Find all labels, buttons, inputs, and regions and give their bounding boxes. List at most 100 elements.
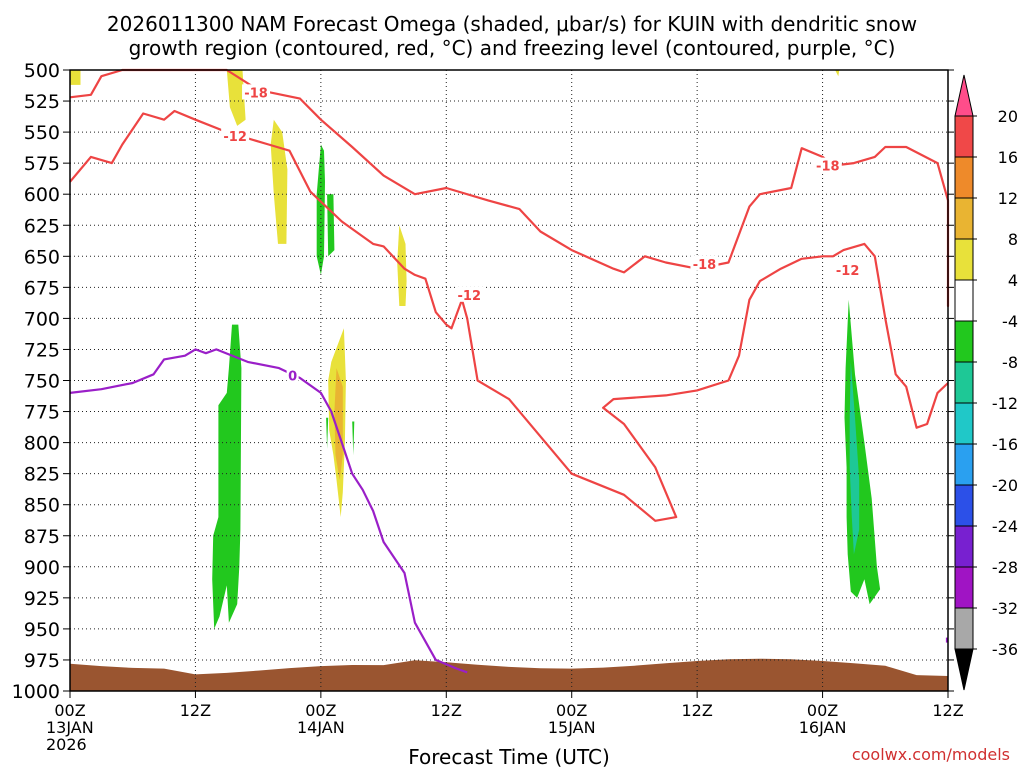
- colorbar-label: 8: [1008, 230, 1018, 249]
- contour-label: -18: [244, 86, 268, 101]
- y-axis: 500 525 550 575 600 625 650 675 700 725 750 775 800 8…: [12, 60, 954, 703]
- colorbar-label: -16: [992, 435, 1018, 454]
- contour-label: -12: [458, 289, 482, 304]
- colorbar-label: -36: [992, 640, 1018, 659]
- y-tick-label: 750: [24, 371, 60, 393]
- omega-shading: [70, 70, 948, 643]
- x-tick-label: 12Z: [180, 701, 211, 720]
- x-tick-label: 12Z: [681, 701, 712, 720]
- contours: [69, 68, 950, 674]
- colorbar-label: -28: [992, 558, 1018, 577]
- x-tick-label: 00Z: [54, 701, 85, 720]
- x-tick-label: 00Z: [305, 701, 336, 720]
- colorbar-swatch: [954, 115, 974, 158]
- contour-label: -18: [693, 258, 717, 273]
- y-tick-label: 500: [24, 60, 60, 82]
- omega-region: [70, 70, 81, 85]
- y-tick-label: 1000: [12, 681, 60, 703]
- y-tick-label: 900: [24, 557, 60, 579]
- terrain-band: [70, 658, 948, 691]
- x-axis-title: Forecast Time (UTC): [408, 745, 610, 768]
- x-tick-label: 12Z: [932, 701, 963, 720]
- colorbar-bottom-triangle: [954, 648, 974, 691]
- y-tick-label: 550: [24, 122, 60, 144]
- omega-region: [212, 324, 242, 629]
- omega-region: [226, 70, 246, 126]
- x-tick-label: 00Z: [556, 701, 587, 720]
- contour-line: [69, 109, 949, 522]
- colorbar-swatch: [954, 443, 974, 486]
- chart-title-line2: growth region (contoured, red, °C) and f…: [129, 36, 896, 60]
- contour-label: -12: [223, 130, 247, 145]
- colorbar-top-triangle: [954, 74, 974, 117]
- colorbar-swatch: [954, 525, 974, 568]
- y-tick-label: 825: [24, 464, 60, 486]
- y-tick-label: 725: [24, 339, 60, 361]
- y-tick-label: 625: [24, 215, 60, 237]
- colorbar-swatch: [954, 484, 974, 527]
- x-tick-label: 12Z: [431, 701, 462, 720]
- colorbar-swatch: [954, 566, 974, 609]
- y-tick-label: 925: [24, 588, 60, 610]
- colorbar-swatch: [954, 320, 974, 363]
- colorbar-label: -4: [1002, 312, 1018, 331]
- contour-label-bg: [690, 255, 719, 271]
- y-tick-label: 650: [24, 246, 60, 268]
- colorbar-label: -20: [992, 476, 1018, 495]
- y-tick-label: 950: [24, 619, 60, 641]
- x-tick-label: 14JAN: [297, 718, 345, 737]
- omega-region: [270, 119, 288, 244]
- contour-label-bg: [286, 367, 299, 383]
- contour-label-bg: [813, 157, 842, 173]
- x-tick-label: 15JAN: [548, 718, 596, 737]
- colorbar-label: 16: [998, 148, 1018, 167]
- omega-region: [326, 417, 329, 449]
- omega-region: [835, 70, 840, 77]
- colorbar-label: 4: [1008, 271, 1018, 290]
- y-tick-label: 975: [24, 650, 60, 672]
- contour-label-bg: [221, 127, 250, 143]
- y-tick-label: 575: [24, 153, 60, 175]
- colorbar-label: 20: [998, 107, 1018, 126]
- colorbar-label: -32: [992, 599, 1018, 618]
- contour-line: [69, 348, 468, 674]
- y-tick-label: 775: [24, 402, 60, 424]
- colorbar-swatch: [954, 607, 974, 650]
- x-tick-label: 16JAN: [799, 718, 847, 737]
- y-tick-label: 700: [24, 308, 60, 330]
- y-tick-label: 675: [24, 277, 60, 299]
- omega-region: [352, 421, 355, 455]
- y-tick-label: 875: [24, 526, 60, 548]
- x-tick-label: 2026: [46, 735, 87, 754]
- y-tick-label: 800: [24, 433, 60, 455]
- x-tick-label: 13JAN: [46, 718, 94, 737]
- colorbar-swatch: [954, 197, 974, 240]
- colorbar-label: -8: [1002, 353, 1018, 372]
- colorbar-swatch: [954, 361, 974, 404]
- omega-region: [849, 361, 860, 555]
- y-tick-label: 525: [24, 91, 60, 113]
- contour-label-bg: [455, 286, 484, 302]
- chart-title-line1: 2026011300 NAM Forecast Omega (shaded, μ…: [107, 12, 917, 36]
- watermark: coolwx.com/models: [852, 745, 1010, 764]
- contour-label: 0: [288, 370, 297, 385]
- contour-labels: -18 -18 -18 -12 -12 -12 0: [221, 84, 862, 385]
- y-tick-label: 850: [24, 495, 60, 517]
- colorbar-label: 12: [998, 189, 1018, 208]
- colorbar-swatch: [954, 156, 974, 199]
- colorbar-swatch: [954, 279, 974, 322]
- colorbar-swatch: [954, 402, 974, 445]
- colorbar: 20 16 12 8 4 -4 -8 -12 -16 -20 -24 -28 -32 -36: [954, 74, 1018, 691]
- contour-label: -12: [836, 264, 860, 279]
- y-tick-label: 600: [24, 184, 60, 206]
- colorbar-swatch: [954, 238, 974, 281]
- omega-region: [334, 368, 343, 480]
- x-tick-label: 00Z: [807, 701, 838, 720]
- colorbar-label: -12: [992, 394, 1018, 413]
- terrain-fill: [70, 658, 948, 691]
- contour-label-bg: [242, 84, 271, 100]
- contour-line: [69, 68, 950, 308]
- colorbar-label: -24: [992, 517, 1018, 536]
